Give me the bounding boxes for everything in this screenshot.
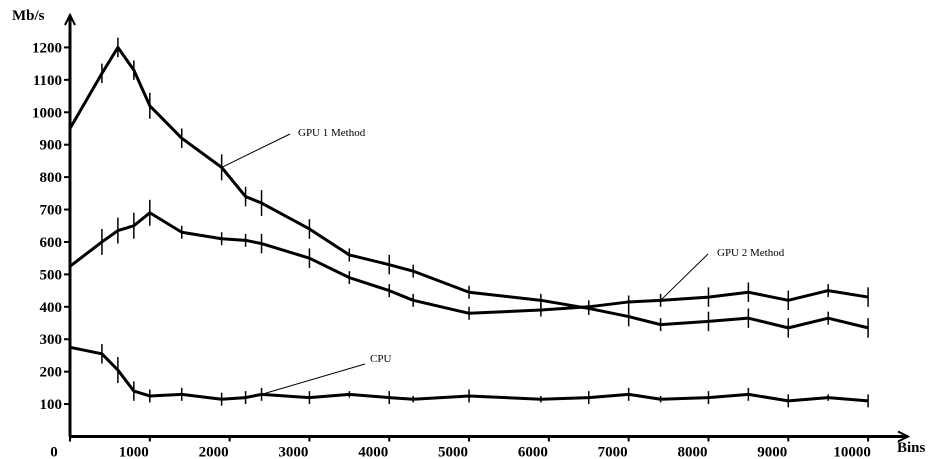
y-tick-label: 500	[40, 267, 63, 283]
x-axis-arrow	[897, 430, 911, 443]
series-label: GPU 1 Method	[298, 127, 366, 139]
x-tick-label: 5000	[438, 445, 468, 459]
annotation-leader	[660, 253, 709, 301]
y-axis-label: Mb/s	[12, 8, 45, 24]
y-tick-label: 300	[40, 332, 63, 348]
y-tick-label: 700	[40, 203, 63, 219]
x-tick-label: 0	[50, 445, 58, 459]
x-tick-label: 7000	[598, 445, 628, 459]
x-tick-label: 10000	[833, 445, 871, 459]
y-tick-label: 1000	[32, 105, 62, 121]
x-tick-label: 3000	[278, 445, 308, 459]
y-tick-label: 200	[40, 365, 63, 381]
y-tick-label: 600	[40, 235, 63, 251]
x-tick-label: 1000	[119, 445, 149, 459]
x-tick-label: 2000	[199, 445, 229, 459]
y-tick-label: 1100	[33, 73, 62, 89]
annotation-leader	[261, 363, 366, 395]
x-axis-label: Bins	[897, 440, 926, 456]
y-axis-arrow	[64, 12, 76, 26]
y-tick-label: 900	[40, 138, 63, 154]
x-tick-label: 4000	[358, 445, 388, 459]
series-label: CPU	[370, 353, 391, 365]
y-tick-label: 1200	[32, 40, 62, 56]
y-tick-label: 800	[40, 170, 63, 186]
series-label: GPU 2 Method	[717, 247, 785, 259]
annotation-leader	[221, 133, 291, 168]
x-tick-label: 9000	[757, 445, 787, 459]
x-tick-label: 6000	[518, 445, 548, 459]
y-tick-label: 400	[40, 300, 63, 316]
y-tick-label: 100	[40, 397, 63, 413]
x-tick-label: 8000	[677, 445, 707, 459]
